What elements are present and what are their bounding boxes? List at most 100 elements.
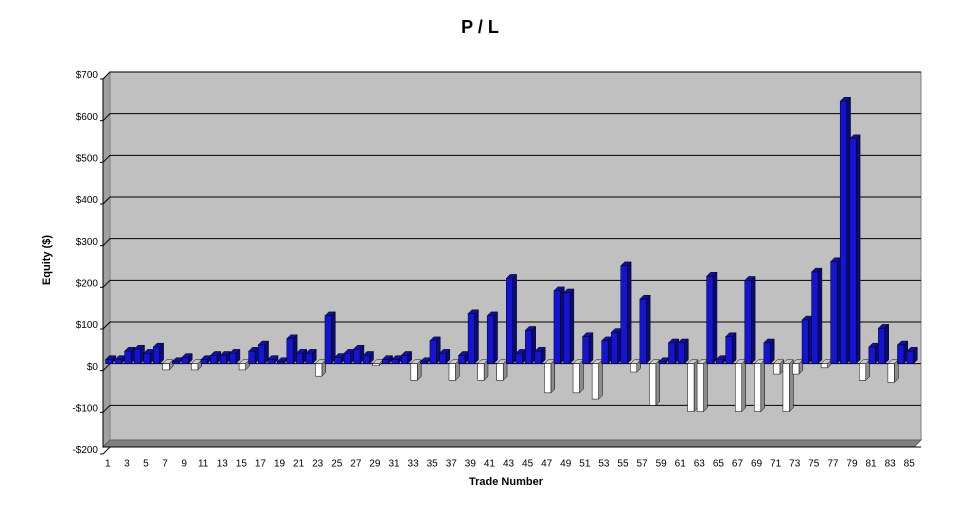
x-tick-label: 51 [579, 459, 591, 470]
bar [610, 332, 618, 364]
x-tick-label: 21 [293, 459, 305, 470]
x-tick-label: 53 [598, 459, 610, 470]
bar-side [884, 323, 889, 365]
bar [544, 363, 552, 394]
bar [296, 353, 304, 364]
y-tick-label: $300 [76, 237, 99, 248]
bar [668, 342, 676, 364]
bar [334, 357, 342, 364]
x-tick-label: 27 [350, 459, 362, 470]
y-axis-title: Equity ($) [41, 235, 53, 285]
bar-side [655, 359, 660, 406]
x-tick-label: 37 [446, 459, 458, 470]
x-tick-label: 55 [617, 459, 629, 470]
bar [439, 353, 447, 364]
bar [496, 363, 504, 381]
bar [257, 344, 265, 364]
bar [238, 363, 246, 371]
y-tick-label: $100 [76, 320, 99, 331]
bar [181, 357, 189, 364]
x-tick-label: 19 [274, 459, 286, 470]
bar-side [741, 359, 746, 413]
bar [124, 350, 132, 364]
x-tick-label: 65 [713, 459, 725, 470]
bar [172, 361, 180, 364]
x-tick-label: 63 [694, 459, 706, 470]
bar [649, 363, 657, 406]
bar [715, 359, 723, 364]
x-tick-label: 23 [312, 459, 324, 470]
bar [477, 363, 485, 381]
bar [506, 278, 513, 364]
bar-side [646, 294, 651, 365]
x-tick-label: 69 [751, 459, 763, 470]
bar [248, 350, 256, 364]
x-tick-label: 3 [124, 459, 130, 470]
bar [391, 359, 399, 364]
bar [534, 350, 542, 364]
bar [782, 363, 790, 412]
bar [353, 348, 361, 364]
bar [343, 353, 351, 364]
bar-side [770, 338, 775, 365]
bar [229, 353, 237, 364]
x-tick-label: 1 [105, 459, 111, 470]
bar [467, 313, 475, 364]
x-tick-label: 49 [560, 459, 572, 470]
y-tick-label: $600 [76, 112, 99, 123]
bar [830, 261, 838, 364]
bar [591, 363, 599, 400]
grid-line [102, 154, 921, 163]
bar [401, 355, 409, 364]
bar [420, 361, 428, 364]
bar-side [493, 311, 498, 365]
chart-title: P / L [461, 17, 499, 37]
x-axis-title: Trade Number [469, 476, 544, 488]
bar [820, 363, 828, 369]
bar [458, 355, 466, 364]
bar-side [760, 359, 765, 413]
x-tick-label: 77 [827, 459, 839, 470]
bar [429, 340, 437, 364]
grid-line [102, 196, 921, 205]
x-tick-label: 35 [427, 459, 439, 470]
bar [630, 363, 638, 373]
bar [687, 363, 695, 412]
bar [582, 336, 590, 364]
bar [878, 328, 886, 364]
bar-side [550, 359, 556, 394]
x-tick-label: 33 [408, 459, 420, 470]
y-tick-label: $400 [76, 195, 99, 206]
bar-side [703, 359, 708, 413]
y-tick-label: $0 [87, 362, 99, 373]
bar [801, 319, 809, 364]
x-tick-label: 67 [732, 459, 744, 470]
x-tick-label: 43 [503, 459, 515, 470]
x-tick-label: 47 [541, 459, 553, 470]
bar [286, 338, 294, 364]
bar [448, 363, 456, 381]
bar [315, 363, 323, 377]
bar [620, 265, 628, 364]
bar [267, 359, 275, 364]
bar [906, 350, 914, 364]
x-tick-label: 83 [885, 459, 897, 470]
grid-line [102, 113, 921, 122]
bar-side [855, 134, 861, 365]
bar-side [331, 311, 336, 365]
grid-line [102, 71, 921, 80]
grid-line [102, 446, 921, 455]
x-tick-label: 61 [675, 459, 687, 470]
bar [677, 342, 685, 364]
x-tick-label: 71 [770, 459, 782, 470]
bar-side [684, 338, 689, 365]
bar-side [588, 332, 594, 365]
back-wall [109, 71, 922, 441]
x-tick-label: 25 [331, 459, 343, 470]
y-tick-label: $700 [76, 70, 99, 81]
x-tick-label: 41 [484, 459, 496, 470]
bar [868, 346, 876, 364]
x-tick-label: 17 [255, 459, 267, 470]
